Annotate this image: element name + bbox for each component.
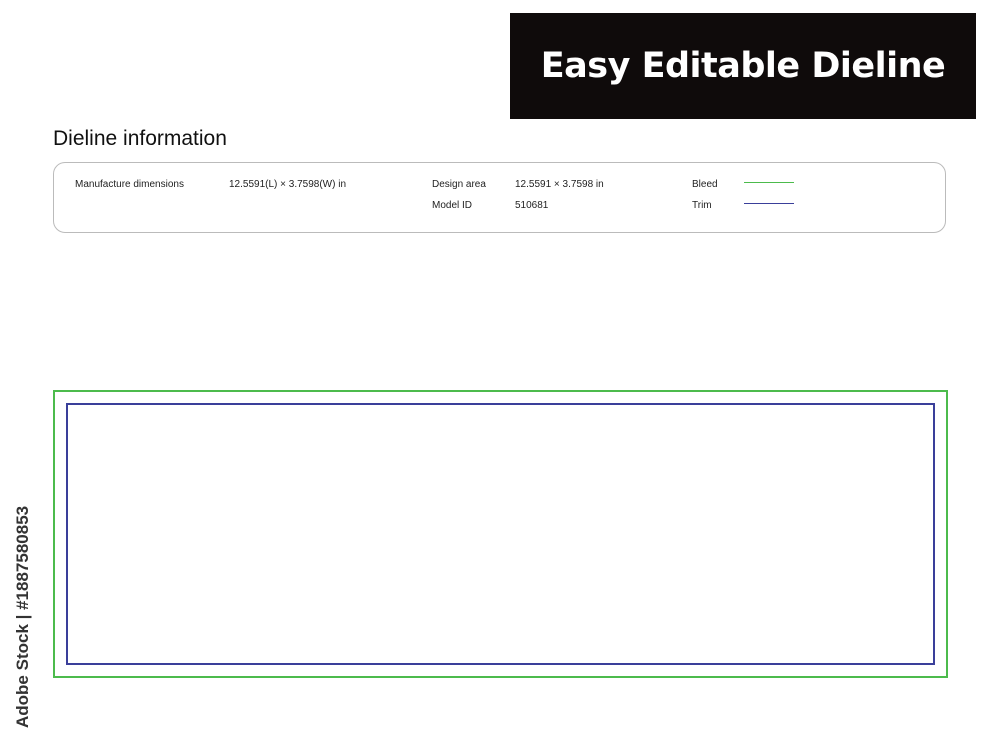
trim-label: Trim [692, 200, 712, 211]
model-id-label: Model ID [432, 200, 473, 211]
trim-legend-line [744, 203, 794, 204]
manufacture-label: Manufacture dimensions [75, 179, 184, 190]
bleed-outline [53, 390, 948, 678]
page-title: Dieline information [53, 127, 227, 150]
design-area-value: 12.5591 × 3.7598 in [515, 179, 604, 190]
model-id-value: 510681 [515, 200, 549, 211]
manufacture-value: 12.5591(L) × 3.7598(W) in [229, 179, 347, 190]
banner-title: Easy Editable Dieline [510, 13, 976, 119]
info-panel: Manufacture dimensions 12.5591(L) × 3.75… [53, 162, 946, 233]
design-area-label: Design area [432, 179, 486, 190]
bleed-label: Bleed [692, 179, 718, 190]
trim-outline [66, 403, 935, 665]
bleed-legend-line [744, 182, 794, 183]
stock-credit: Adobe Stock | #1887580853 [13, 505, 32, 728]
